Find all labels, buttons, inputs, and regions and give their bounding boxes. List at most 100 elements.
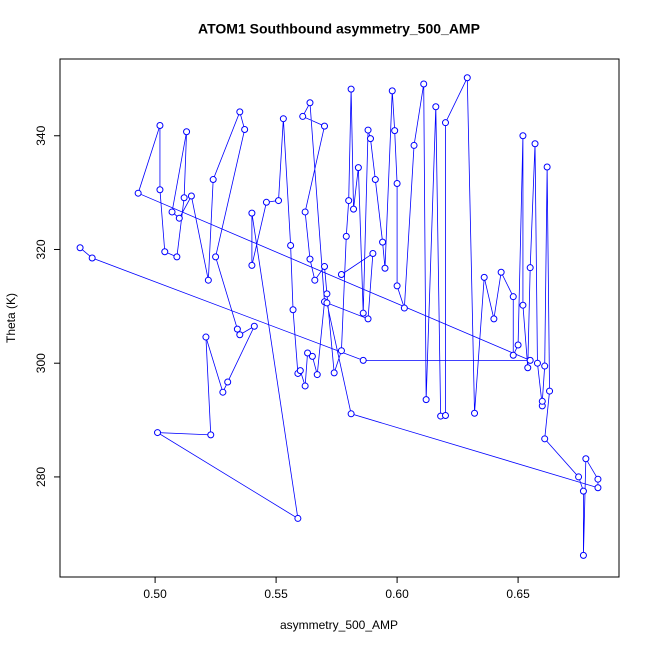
data-point bbox=[330, 369, 338, 377]
data-point bbox=[207, 431, 215, 439]
data-point bbox=[524, 364, 532, 372]
data-point bbox=[400, 304, 408, 312]
data-point bbox=[306, 255, 314, 263]
data-point bbox=[579, 487, 587, 495]
data-point bbox=[224, 378, 232, 386]
data-point bbox=[369, 249, 377, 257]
data-point bbox=[381, 264, 389, 272]
data-point bbox=[463, 74, 471, 82]
data-point bbox=[350, 205, 358, 213]
data-point bbox=[359, 309, 367, 317]
data-point bbox=[287, 242, 295, 250]
data-point bbox=[248, 209, 256, 217]
x-tick-label: 0.60 bbox=[385, 587, 409, 601]
data-point bbox=[88, 254, 96, 262]
y-tick-label: 320 bbox=[34, 239, 48, 259]
data-point bbox=[533, 359, 541, 367]
data-point bbox=[233, 325, 241, 333]
data-point bbox=[156, 122, 164, 130]
y-tick-label: 280 bbox=[34, 467, 48, 487]
data-point bbox=[323, 290, 331, 298]
data-point bbox=[345, 197, 353, 205]
x-tick-label: 0.65 bbox=[506, 587, 530, 601]
data-point bbox=[306, 99, 314, 107]
data-point bbox=[546, 387, 554, 395]
data-point bbox=[161, 248, 169, 256]
data-point bbox=[180, 194, 188, 202]
data-point bbox=[526, 264, 534, 272]
data-point bbox=[320, 122, 328, 130]
data-line bbox=[79, 77, 599, 556]
data-point bbox=[538, 397, 546, 405]
data-point bbox=[320, 263, 328, 271]
data-point bbox=[299, 112, 307, 120]
data-point bbox=[509, 293, 517, 301]
data-point bbox=[308, 352, 316, 360]
data-point bbox=[204, 276, 212, 284]
data-point bbox=[294, 514, 302, 522]
data-point bbox=[342, 232, 350, 240]
data-point bbox=[582, 455, 590, 463]
data-point bbox=[76, 244, 84, 252]
data-point bbox=[364, 126, 372, 134]
data-point bbox=[379, 238, 387, 246]
y-axis-label: Theta (K) bbox=[4, 293, 18, 343]
x-tick-label: 0.50 bbox=[143, 587, 167, 601]
y-tick-label: 300 bbox=[34, 353, 48, 373]
data-point bbox=[531, 140, 539, 148]
data-point bbox=[241, 126, 249, 134]
data-point bbox=[168, 208, 176, 216]
data-point bbox=[347, 410, 355, 418]
data-point bbox=[497, 268, 505, 276]
data-point bbox=[471, 409, 479, 417]
data-point bbox=[175, 214, 183, 222]
data-point bbox=[354, 164, 362, 172]
data-point bbox=[173, 253, 181, 261]
data-point bbox=[441, 412, 449, 420]
data-point bbox=[543, 163, 551, 171]
data-point bbox=[359, 356, 367, 364]
data-point bbox=[364, 315, 372, 323]
data-point bbox=[337, 347, 345, 355]
data-point bbox=[296, 367, 304, 375]
data-point bbox=[519, 132, 527, 140]
data-point bbox=[347, 85, 355, 93]
data-point bbox=[441, 119, 449, 127]
chart-title: ATOM1 Southbound asymmetry_500_AMP bbox=[198, 21, 480, 37]
data-point bbox=[236, 331, 244, 339]
data-point bbox=[420, 80, 428, 88]
data-point bbox=[209, 176, 217, 184]
data-point bbox=[202, 333, 210, 341]
data-point bbox=[156, 186, 164, 194]
data-point bbox=[526, 356, 534, 364]
data-point bbox=[541, 362, 549, 370]
data-point bbox=[304, 349, 312, 357]
data-point bbox=[248, 261, 256, 269]
data-point bbox=[219, 388, 227, 396]
data-point bbox=[393, 180, 401, 188]
data-point bbox=[410, 141, 418, 149]
data-point bbox=[323, 299, 331, 307]
data-point bbox=[250, 322, 258, 330]
data-point bbox=[371, 176, 379, 184]
data-point bbox=[393, 282, 401, 290]
data-point bbox=[183, 128, 191, 136]
data-point bbox=[519, 301, 527, 309]
x-axis-label: asymmetry_500_AMP bbox=[280, 618, 398, 632]
data-point bbox=[262, 198, 270, 206]
data-point bbox=[279, 115, 287, 123]
data-point bbox=[509, 351, 517, 359]
data-point bbox=[432, 103, 440, 111]
data-point bbox=[388, 87, 396, 95]
data-point bbox=[154, 429, 162, 437]
data-point bbox=[301, 382, 309, 390]
data-point bbox=[391, 127, 399, 135]
data-point bbox=[289, 306, 297, 314]
data-point bbox=[422, 396, 430, 404]
x-tick-label: 0.55 bbox=[264, 587, 288, 601]
data-point bbox=[514, 341, 522, 349]
data-point bbox=[236, 108, 244, 116]
y-tick-label: 340 bbox=[34, 125, 48, 145]
